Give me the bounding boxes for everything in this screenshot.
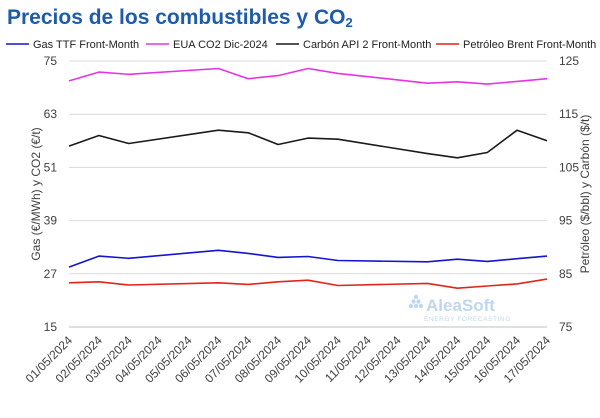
chart-title: Precios de los combustibles y CO2 [7,6,353,30]
y-tick-right: 125 [559,54,579,68]
y-tick-right: 95 [559,214,573,228]
series-line-3 [68,129,548,159]
y-tick-left: 15 [44,320,58,334]
legend-label: Petróleo Brent Front-Month [463,39,596,51]
watermark-brand: AleaSoft [426,296,495,315]
logo-dot [416,299,421,304]
series-line-4 [68,278,548,290]
y-tick-left: 75 [44,54,58,68]
y-tick-left: 27 [44,267,58,281]
legend-label: Carbón API 2 Front-Month [303,39,431,51]
y-tick-left: 63 [44,107,58,121]
y-tick-left: 51 [44,160,58,174]
series-line-2 [68,67,548,85]
y-tick-right: 115 [559,107,578,121]
y-tick-right: 85 [559,267,573,281]
logo-dot [411,299,416,304]
logo-dot [413,303,419,309]
logo-dot [408,303,414,309]
watermark-tagline: ENERGY FORECASTING [424,316,511,323]
logo-dot [413,294,419,300]
y-tick-right: 105 [559,160,579,174]
y-axis-label-right: Petróleo ($/bbl) y Carbón ($/t) [578,115,592,274]
legend-label: EUA CO2 Dic-2024 [173,39,268,51]
y-tick-left: 39 [44,214,58,228]
series-line-1 [68,249,548,268]
legend-label: Gas TTF Front-Month [33,39,139,51]
logo-dot [418,303,424,309]
y-axis-label-left: Gas (€/MWh) y CO2 (€/t) [29,127,43,260]
y-tick-right: 75 [559,320,573,334]
